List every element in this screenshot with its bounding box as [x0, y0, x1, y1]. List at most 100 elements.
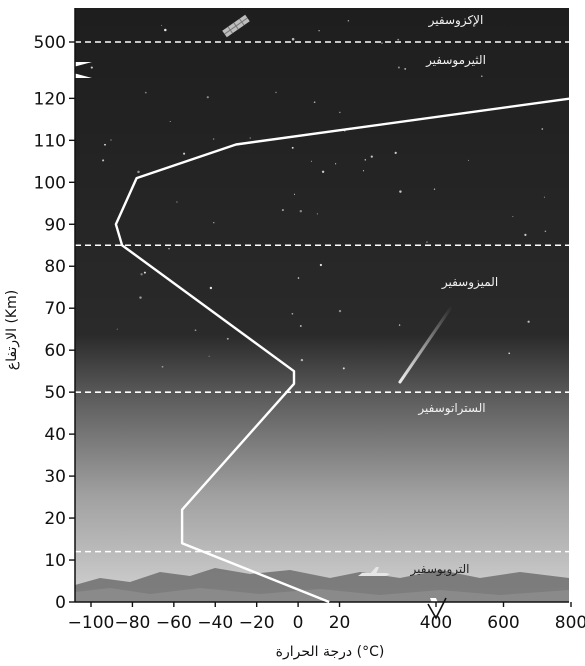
star	[426, 241, 428, 243]
star	[297, 277, 300, 279]
x-axis-ticks: −100 −80 −60 −40 −20 0 20 400 600 800	[68, 602, 585, 633]
y-tick-label: 30	[44, 467, 66, 487]
star	[512, 216, 514, 218]
star	[347, 19, 350, 22]
star	[321, 170, 325, 174]
star	[291, 146, 294, 149]
star	[397, 66, 400, 69]
star	[299, 325, 302, 327]
star	[394, 151, 397, 154]
star	[164, 28, 167, 32]
star	[161, 365, 164, 368]
layer-label-mesosphere: الميزوسفير	[441, 275, 498, 290]
x-tick-label: 400	[420, 613, 452, 633]
layer-label-stratosphere: الستراتوسفير	[417, 401, 485, 416]
temperature-profile-line	[114, 97, 572, 604]
star	[281, 209, 284, 212]
star	[364, 159, 367, 161]
star	[102, 159, 105, 162]
layer-label-thermosphere: الثيرموسفير	[425, 53, 486, 68]
star	[338, 309, 342, 313]
x-tick-label: 0	[293, 613, 304, 633]
star	[319, 263, 323, 267]
star	[90, 66, 93, 69]
star	[461, 60, 464, 62]
x-tick-label: −60	[156, 613, 192, 633]
y-tick-label: 100	[34, 173, 66, 193]
star	[137, 170, 140, 174]
star	[212, 138, 215, 140]
star	[335, 163, 337, 165]
star	[291, 37, 295, 41]
star	[370, 155, 373, 158]
star	[508, 352, 511, 355]
star	[299, 209, 303, 213]
y-tick-label: 110	[34, 131, 66, 151]
x-tick-label: 20	[329, 613, 351, 633]
stars	[90, 19, 547, 370]
satellite-icon	[222, 14, 250, 38]
meteor-streak	[398, 304, 454, 384]
star	[143, 271, 146, 274]
star	[275, 91, 277, 94]
star	[206, 96, 209, 99]
x-tick-label: 600	[487, 613, 519, 633]
y-tick-label: 20	[44, 509, 66, 529]
airplane-icon	[358, 567, 390, 576]
star	[433, 188, 436, 190]
star	[313, 101, 316, 104]
star	[381, 42, 383, 44]
star	[527, 320, 530, 323]
star	[194, 329, 197, 332]
star	[291, 312, 294, 315]
y-tick-label: 90	[44, 215, 66, 235]
star	[293, 193, 296, 195]
x-tick-label: −20	[239, 613, 275, 633]
star	[226, 337, 229, 340]
y-tick-label: 0	[55, 593, 66, 613]
star	[169, 120, 171, 123]
star	[398, 324, 401, 326]
x-tick-label: −100	[68, 613, 115, 633]
star	[249, 137, 251, 139]
star	[481, 75, 483, 77]
star	[213, 222, 215, 224]
star	[176, 201, 178, 203]
x-axis-break-line	[427, 597, 447, 620]
y-tick-label: 40	[44, 425, 66, 445]
star	[139, 296, 142, 299]
x-axis-title: درجة الحرارة (°C)	[276, 644, 385, 660]
star	[362, 170, 365, 172]
star	[399, 190, 402, 193]
star	[541, 128, 544, 130]
y-tick-label: 70	[44, 299, 66, 319]
x-tick-label: −80	[114, 613, 150, 633]
star	[116, 328, 118, 330]
star	[161, 24, 163, 27]
star	[183, 152, 186, 155]
y-tick-label: 120	[34, 89, 66, 109]
plot-background	[75, 8, 569, 602]
star	[110, 139, 112, 141]
y-tick-label: 60	[44, 341, 66, 361]
y-axis-break-mark	[62, 62, 92, 78]
star	[467, 159, 470, 161]
star	[168, 248, 170, 250]
star	[524, 233, 527, 237]
y-axis-ticks: 0 10 20 30 40 50 60 70 80 90 100 110 120 500	[34, 33, 75, 613]
star	[318, 29, 320, 32]
star	[209, 286, 213, 290]
star	[104, 143, 106, 146]
layer-boundaries	[75, 41, 569, 553]
star	[397, 38, 400, 41]
star	[544, 230, 547, 233]
star	[404, 67, 407, 70]
star	[310, 160, 312, 162]
star	[339, 111, 341, 114]
x-tick-label: 800	[555, 613, 585, 633]
layer-label-exosphere: الإكزوسفير	[428, 13, 484, 28]
star	[144, 91, 147, 94]
star	[543, 196, 545, 198]
y-axis-title: الارتفاع (Km)	[4, 290, 20, 370]
